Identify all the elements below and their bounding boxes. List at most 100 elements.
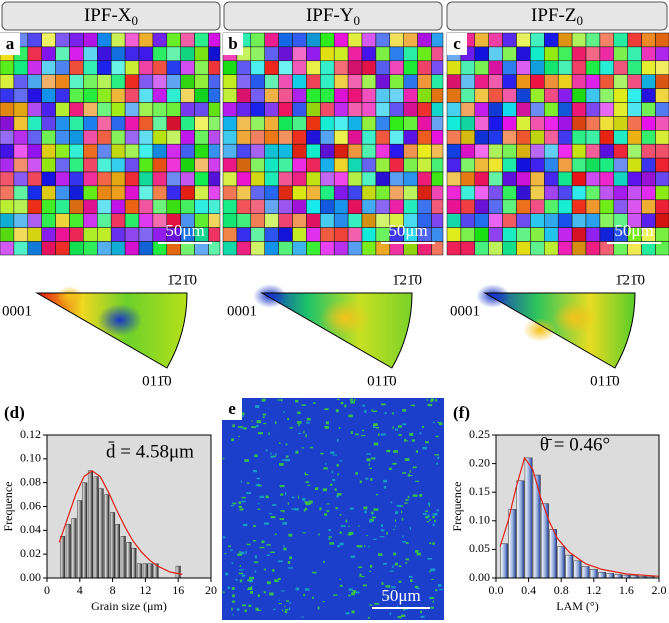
kam-speck — [374, 602, 380, 605]
grain — [516, 32, 531, 48]
grain — [502, 199, 517, 214]
grain — [375, 157, 391, 173]
pole-label-bottom: 011̄0 — [590, 373, 619, 389]
kam-speck — [278, 603, 282, 605]
grain — [27, 171, 42, 187]
grain — [502, 157, 517, 173]
grain — [613, 46, 628, 62]
grain — [585, 46, 601, 62]
grain — [627, 171, 642, 187]
kam-speck — [434, 520, 436, 523]
kam-speck — [329, 542, 335, 545]
grain — [375, 185, 391, 201]
grain — [585, 171, 601, 187]
kam-speck — [351, 400, 354, 403]
kam-speck — [407, 475, 413, 477]
grain — [544, 130, 559, 145]
grain — [97, 46, 112, 62]
kam-speck — [251, 426, 256, 429]
annotation: θ̄ = 0.46° — [540, 434, 610, 455]
kam-speck — [312, 402, 316, 404]
grain — [124, 32, 140, 48]
grain — [97, 241, 112, 256]
kam-speck — [425, 441, 429, 444]
pole-label-bottom: 011̄0 — [142, 373, 171, 389]
bar — [549, 529, 557, 579]
kam-speck — [429, 519, 432, 521]
header-box — [223, 1, 443, 31]
x-tick-label: 1.6 — [619, 583, 634, 597]
header-text: IPF-Y0 — [306, 5, 360, 28]
grain — [488, 60, 503, 75]
grain — [641, 102, 656, 117]
grain — [571, 46, 587, 62]
kam-speck — [328, 538, 331, 540]
grain — [69, 88, 84, 103]
grain — [613, 74, 628, 89]
scale-bar-label: 50μm — [381, 586, 420, 605]
panel-label: a — [6, 34, 15, 53]
grain — [250, 88, 265, 103]
kam-speck — [230, 549, 233, 551]
grain — [488, 102, 503, 117]
grain — [180, 171, 195, 187]
kam-speck — [345, 519, 348, 523]
grain — [83, 143, 98, 159]
kam-speck — [326, 510, 330, 512]
grain — [403, 60, 418, 75]
grain — [138, 46, 154, 62]
kam-speck — [335, 507, 338, 510]
grain — [389, 199, 404, 214]
grain — [557, 227, 573, 242]
grain — [55, 143, 70, 159]
kam-speck — [363, 506, 368, 510]
kam-speck — [402, 409, 407, 412]
grain — [320, 199, 335, 214]
grain — [180, 60, 195, 75]
grain — [333, 171, 349, 187]
grain — [124, 241, 140, 256]
kam-speck — [304, 472, 307, 475]
kam-speck — [224, 553, 227, 555]
grain — [83, 46, 98, 62]
grain — [361, 227, 377, 242]
grain — [250, 130, 265, 145]
x-axis-label: LAM (°) — [556, 599, 598, 613]
grain — [474, 213, 489, 228]
grain — [474, 227, 489, 242]
kam-speck — [351, 610, 355, 614]
grain — [389, 143, 404, 159]
kam-speck — [282, 522, 288, 525]
grain — [599, 46, 615, 62]
grain — [375, 32, 391, 48]
kam-speck — [405, 440, 409, 442]
grain — [375, 74, 391, 89]
grain — [264, 60, 279, 75]
grain — [557, 74, 573, 89]
bar — [115, 524, 121, 579]
grain — [124, 130, 140, 145]
grain — [166, 130, 181, 145]
grain — [599, 199, 615, 214]
kam-speck — [312, 571, 317, 574]
grain — [138, 102, 154, 117]
kam-speck — [302, 532, 306, 534]
grain — [417, 171, 432, 187]
grain — [516, 60, 531, 75]
grain — [488, 88, 503, 103]
kam-speck — [333, 594, 338, 596]
grain — [599, 32, 615, 48]
kam-speck — [412, 494, 418, 497]
kam-speck — [364, 410, 367, 413]
kam-speck — [230, 504, 235, 507]
grain — [655, 74, 669, 89]
kam-speck — [415, 587, 420, 589]
grain — [278, 199, 293, 214]
grain — [152, 130, 168, 145]
grain — [571, 102, 587, 117]
annotation: d̄ = 4.58μm — [106, 441, 194, 462]
kam-speck — [269, 592, 274, 596]
grain — [152, 60, 168, 75]
grain — [55, 157, 70, 173]
